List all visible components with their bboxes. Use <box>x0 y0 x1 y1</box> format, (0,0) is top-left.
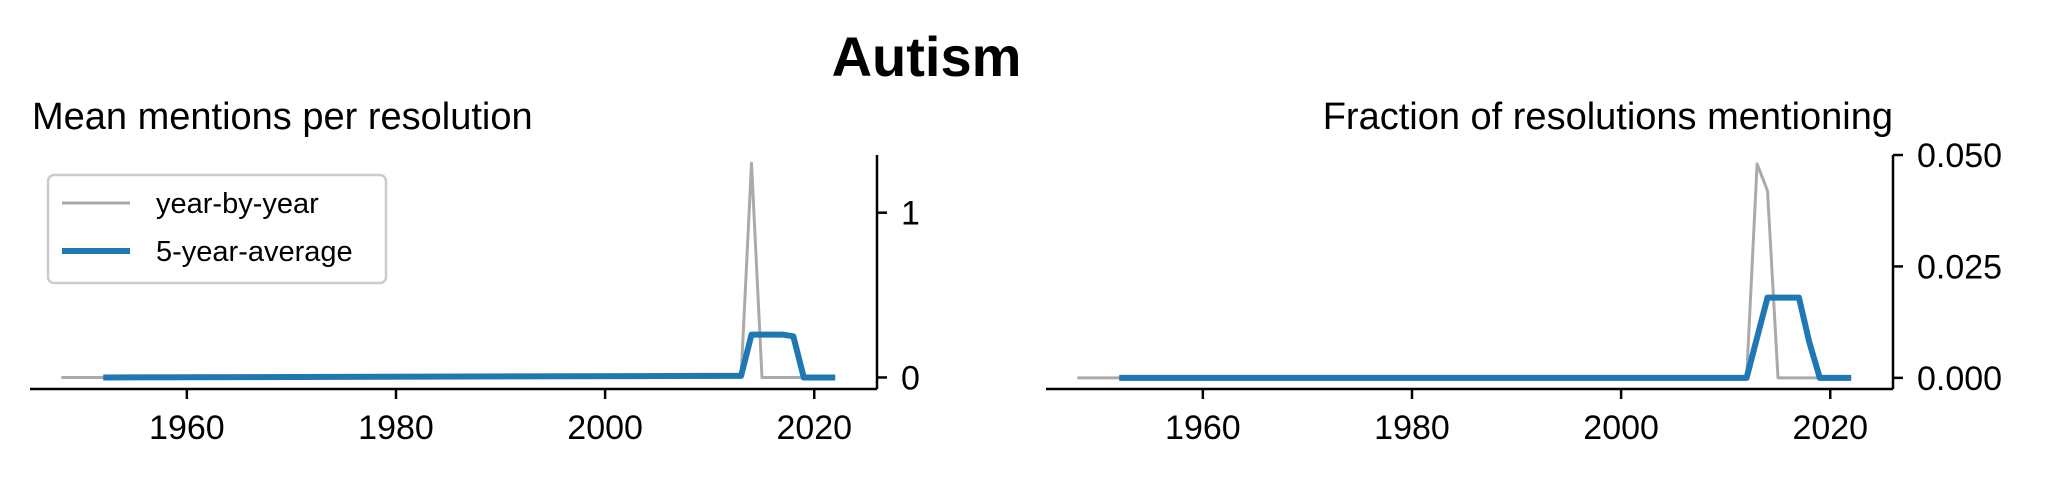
x-tick-label: 2000 <box>1583 409 1659 447</box>
legend-label-5-year-average: 5-year-average <box>156 236 353 268</box>
series-line-5-year-average <box>1119 294 1852 381</box>
x-tick-label: 2020 <box>776 409 852 447</box>
legend-label-year-by-year: year-by-year <box>156 188 319 220</box>
x-tick-label: 2020 <box>1792 409 1868 447</box>
series-line-year-by-year <box>1077 162 1852 380</box>
x-tick-label: 1960 <box>1165 409 1241 447</box>
series-line-5-year-average <box>103 331 836 381</box>
y-tick-label: 0.000 <box>1917 360 2002 398</box>
left-panel-title: Mean mentions per resolution <box>32 96 533 138</box>
x-tick-label: 1980 <box>1374 409 1450 447</box>
legend-box <box>46 173 388 285</box>
y-tick-label: 0 <box>901 359 920 397</box>
x-tick-label: 1960 <box>149 409 225 447</box>
x-tick-label: 1980 <box>358 409 434 447</box>
figure-title: Autism <box>831 25 1022 88</box>
y-tick-label: 0.025 <box>1917 248 2002 286</box>
y-tick-label: 1 <box>901 195 920 233</box>
right-panel-title: Fraction of resolutions mentioning <box>1322 96 1893 138</box>
y-tick-label: 0.050 <box>1917 137 2002 175</box>
x-tick-label: 2000 <box>567 409 643 447</box>
